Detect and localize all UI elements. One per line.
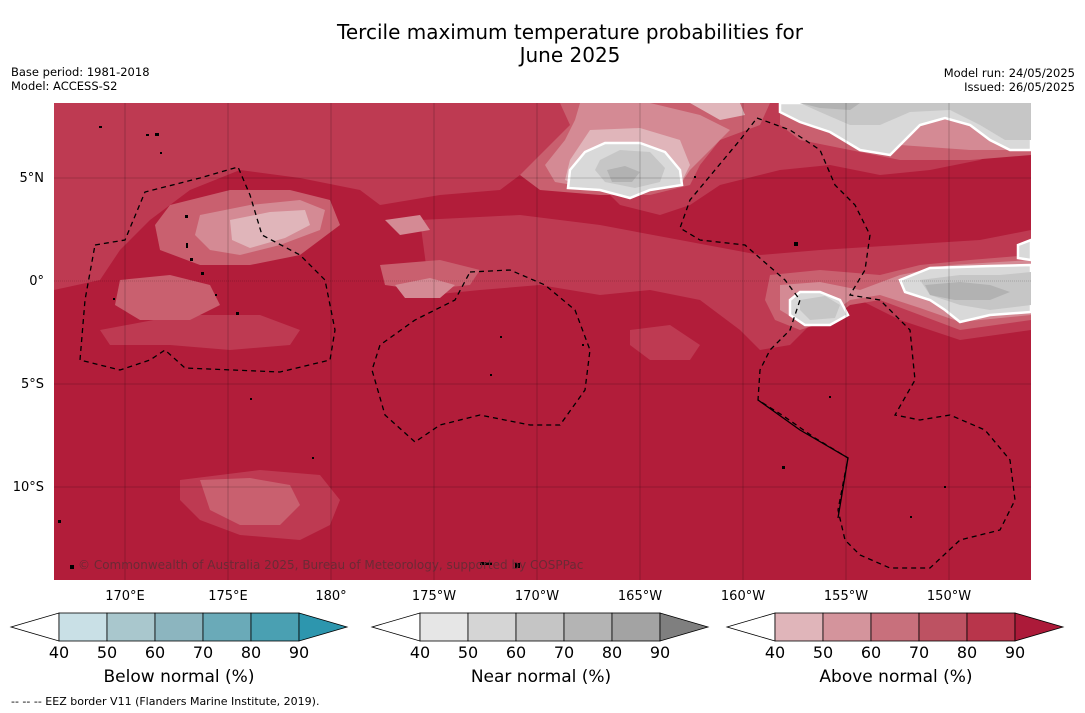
below-normal-tick-label: 60: [144, 643, 166, 662]
lon-label: 175°W: [411, 589, 457, 604]
model-name: Model: ACCESS-S2: [11, 79, 118, 93]
below-normal-segment: [202, 612, 252, 642]
near-normal-max-extend: [659, 612, 710, 642]
near-normal-tick-label: 40: [409, 643, 431, 662]
islands: [58, 126, 946, 569]
lat-label: 5°N: [19, 171, 45, 186]
above-normal-segment: [966, 612, 1016, 642]
lat-label: 10°S: [12, 480, 44, 495]
below-normal-segment: [106, 612, 156, 642]
above-normal-label: Above normal (%): [819, 667, 973, 687]
below-normal-tick-label: 80: [240, 643, 262, 662]
above-normal-tick-label: 70: [908, 643, 930, 662]
model-run: Model run: 24/05/2025: [943, 66, 1075, 80]
above-normal-tick-label: 50: [812, 643, 834, 662]
eez-footnote: -- -- -- EEZ border V11 (Flanders Marine…: [11, 695, 320, 708]
above-normal-tick-label: 80: [956, 643, 978, 662]
map-area: [54, 103, 1031, 580]
above-normal-segment: [822, 612, 872, 642]
graticule: [54, 103, 1031, 580]
near-normal-label: Near normal (%): [470, 667, 612, 687]
near-normal-segment: [515, 612, 565, 642]
lon-label: 150°W: [926, 589, 972, 604]
near-normal-tick-label: 50: [457, 643, 479, 662]
title-line-1: Tercile maximum temperature probabilitie…: [337, 20, 803, 44]
below-normal-label: Below normal (%): [103, 667, 255, 687]
above-normal-segment: [918, 612, 968, 642]
meta-right: Model run: 24/05/2025 Issued: 26/05/2025: [944, 66, 1075, 94]
lon-label: 170°W: [514, 589, 560, 604]
lat-label: 5°S: [20, 377, 44, 392]
issued-date: Issued: 26/05/2025: [964, 80, 1075, 94]
below-normal-segment: [58, 612, 108, 642]
lon-label: 160°W: [720, 589, 766, 604]
above-normal-min-extend: [725, 612, 776, 642]
above-normal-tick-label: 40: [764, 643, 786, 662]
lon-label: 180°: [315, 589, 347, 604]
lon-label: 155°W: [823, 589, 869, 604]
lon-label: 170°E: [105, 589, 145, 604]
near-normal-min-extend: [370, 612, 421, 642]
below-normal-min-extend: [9, 612, 60, 642]
lon-label: 165°W: [617, 589, 663, 604]
near-normal-segment: [419, 612, 469, 642]
near-normal-segment: [563, 612, 613, 642]
below-normal-max-extend: [298, 612, 349, 642]
base-period: Base period: 1981-2018: [11, 65, 150, 79]
below-normal-segment: [154, 612, 204, 642]
eez-solid-segment: [757, 399, 849, 519]
near-normal-segment: [611, 612, 661, 642]
below-normal-colorbar: [9, 612, 349, 642]
eez-borders: [79, 117, 1016, 569]
lon-label: 175°E: [208, 589, 248, 604]
above-normal-segment: [870, 612, 920, 642]
above-normal-tick-label: 60: [860, 643, 882, 662]
above-normal-colorbar: [725, 612, 1065, 642]
above-normal-tick-label: 90: [1004, 643, 1026, 662]
above-normal-max-extend: [1014, 612, 1065, 642]
near-normal-segment: [467, 612, 517, 642]
meta-left: Base period: 1981-2018 Model: ACCESS-S2: [11, 65, 150, 93]
title-line-2: June 2025: [519, 43, 621, 67]
near-normal-tick-label: 80: [601, 643, 623, 662]
copyright-note: © Commonwealth of Australia 2025, Bureau…: [78, 558, 584, 572]
near-normal-tick-label: 90: [649, 643, 671, 662]
below-normal-tick-label: 40: [48, 643, 70, 662]
below-normal-tick-label: 50: [96, 643, 118, 662]
map-title: Tercile maximum temperature probabilitie…: [0, 21, 1085, 67]
near-normal-tick-label: 60: [505, 643, 527, 662]
near-normal-colorbar: [370, 612, 710, 642]
below-normal-tick-label: 70: [192, 643, 214, 662]
above-normal-segment: [774, 612, 824, 642]
near-normal-70-region: [607, 103, 1010, 300]
below-normal-segment: [250, 612, 300, 642]
near-normal-tick-label: 70: [553, 643, 575, 662]
lat-label: 0°: [29, 274, 44, 289]
below-normal-tick-label: 90: [288, 643, 310, 662]
